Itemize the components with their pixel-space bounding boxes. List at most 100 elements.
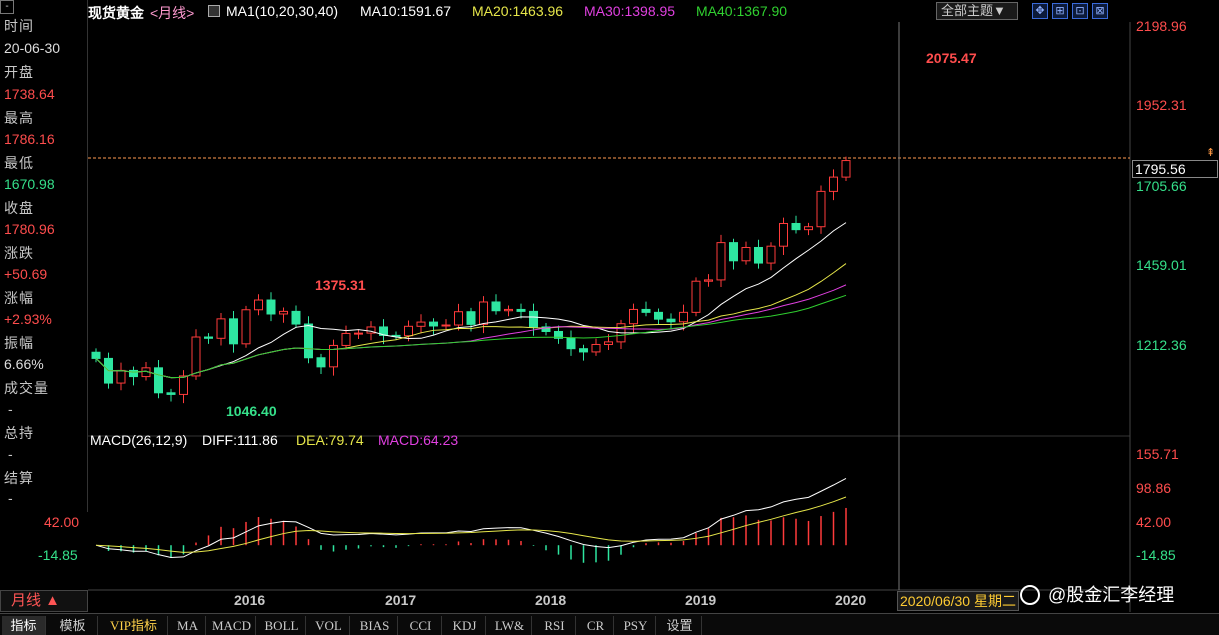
macd-tick: 155.71: [1136, 446, 1179, 462]
pct-label: 涨幅: [4, 290, 34, 306]
candle-body: [204, 336, 213, 339]
candle-body: [591, 343, 601, 353]
candle-body: [554, 330, 563, 339]
amplitude-label: 振幅: [4, 335, 34, 351]
minimize-icon[interactable]: -: [0, 0, 14, 14]
zoom-in-icon[interactable]: ⊞: [1052, 3, 1068, 19]
candle-body: [416, 321, 426, 327]
tab-macd[interactable]: MACD: [208, 616, 256, 635]
macd-dea: DEA:79.74: [296, 432, 364, 448]
theme-dropdown[interactable]: 全部主题▼: [936, 2, 1018, 20]
candle-body: [779, 222, 788, 247]
candle-body: [166, 392, 176, 395]
macd-diff: DIFF:111.86: [202, 432, 278, 448]
tab-boll[interactable]: BOLL: [258, 616, 306, 635]
candle-body: [429, 321, 438, 327]
candle-body: [241, 309, 251, 345]
price-tick: 1952.31: [1136, 97, 1187, 113]
period-label[interactable]: <月线>: [150, 5, 195, 21]
candle-body: [366, 326, 376, 334]
macd-tick: 42.00: [1136, 514, 1172, 530]
candle-body: [229, 318, 238, 345]
period-switch-button[interactable]: 月线 ▲: [0, 590, 88, 612]
macd-panel: [95, 477, 847, 563]
candle-body: [254, 299, 263, 311]
candle-body: [454, 311, 463, 326]
tab-vol[interactable]: VOL: [308, 616, 350, 635]
zoom-out-icon[interactable]: ⊡: [1072, 3, 1088, 19]
open-interest-label: 总持: [4, 425, 34, 441]
candle-body: [504, 308, 513, 312]
candle-body: [754, 246, 763, 264]
watermark-text: @股金汇李经理: [1048, 585, 1175, 605]
tab-cr[interactable]: CR: [578, 616, 614, 635]
change-label: 涨跌: [4, 245, 34, 261]
candle-body: [216, 318, 226, 339]
settlement-label: 结算: [4, 470, 34, 486]
change-value: +50.69: [4, 266, 48, 282]
candle-body: [491, 301, 501, 312]
candlestick-series: [91, 156, 851, 404]
candle-body: [766, 245, 776, 264]
candle-body: [291, 310, 301, 325]
candle-body: [716, 242, 726, 281]
candle-body: [91, 351, 101, 359]
symbol-name[interactable]: 现货黄金: [88, 5, 144, 21]
candle-body: [579, 348, 588, 353]
candle-body: [654, 311, 663, 320]
time-label: 时间: [4, 18, 34, 34]
tab-ma[interactable]: MA: [170, 616, 206, 635]
tab-bias[interactable]: BIAS: [352, 616, 398, 635]
date-value: 20-06-30: [4, 40, 61, 56]
candle-body: [529, 310, 538, 328]
pct-value: +2.93%: [4, 311, 52, 327]
candle-body: [179, 375, 188, 395]
settlement-value: -: [8, 490, 13, 506]
candle-body: [741, 246, 751, 262]
macd-value: MACD:64.23: [378, 432, 459, 448]
tab-template[interactable]: 模板: [48, 616, 98, 635]
tab-lw[interactable]: LW&: [488, 616, 532, 635]
tab-indicators[interactable]: 指标: [2, 616, 46, 635]
open-value: 1738.64: [4, 86, 55, 102]
year-label: 2019: [685, 592, 717, 608]
tab-cci[interactable]: CCI: [400, 616, 442, 635]
price-tick: 2198.96: [1136, 18, 1187, 34]
volume-label: 成交量: [4, 380, 49, 396]
tab-vip[interactable]: VIP指标: [100, 616, 168, 635]
candle-body: [704, 279, 713, 282]
year-label: 2016: [234, 592, 266, 608]
price-tick: 1459.01: [1136, 257, 1187, 273]
close-panel-icon[interactable]: ⊠: [1092, 3, 1108, 19]
candle-body: [266, 299, 276, 315]
candle-body: [341, 332, 351, 346]
tab-psy[interactable]: PSY: [616, 616, 656, 635]
ma40-line: [95, 294, 847, 379]
diff-line: [95, 477, 847, 559]
year-label: 2018: [535, 592, 567, 608]
close-label: 收盘: [4, 200, 34, 216]
indicator-settings-icon[interactable]: [208, 5, 220, 17]
candle-body: [829, 176, 838, 192]
low-label: 最低: [4, 155, 34, 171]
tab-settings[interactable]: 设置: [658, 616, 702, 635]
quote-info-panel: - 时间 20-06-30 开盘 1738.64 最高 1786.16 最低 1…: [0, 0, 88, 512]
candle-body: [329, 344, 338, 368]
ma10-line: [95, 222, 847, 379]
candle-body: [566, 337, 576, 350]
open-interest-value: -: [8, 446, 13, 462]
ma30-value: MA30:1398.95: [584, 3, 676, 19]
candle-body: [629, 308, 638, 325]
moving-average-lines: [95, 222, 847, 379]
tab-rsi[interactable]: RSI: [534, 616, 576, 635]
price-up-arrow-icon: ⇞: [1206, 147, 1216, 159]
candle-body: [729, 242, 738, 262]
ma40-value: MA40:1367.90: [696, 3, 788, 19]
mid-annotation: 1375.31: [315, 277, 366, 293]
close-value: 1780.96: [4, 221, 55, 237]
tab-kdj[interactable]: KDJ: [444, 616, 486, 635]
crosshair-icon[interactable]: ✥: [1032, 3, 1048, 19]
macd-params: MACD(26,12,9): [90, 432, 188, 448]
price-tick: 1212.36: [1136, 337, 1187, 353]
